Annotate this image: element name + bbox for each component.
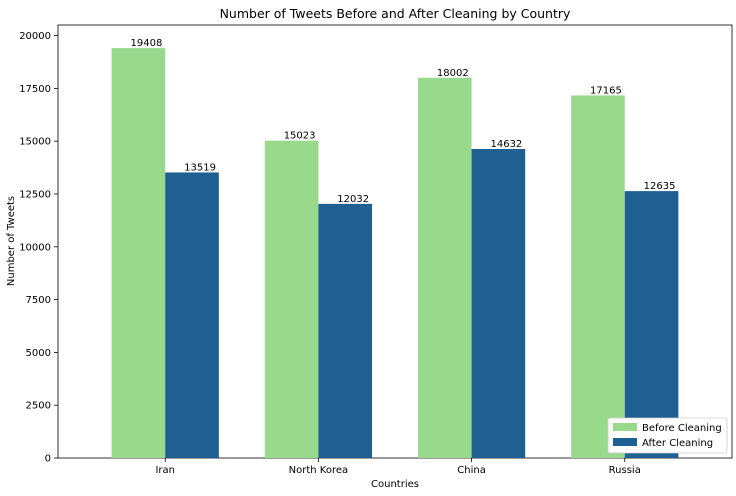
- bar-after-1: [318, 203, 373, 458]
- data-label: 12032: [337, 194, 369, 205]
- legend-label: After Cleaning: [642, 438, 713, 449]
- x-tick-label: China: [457, 465, 486, 476]
- y-tick-label: 15000: [19, 137, 51, 148]
- y-tick-label: 10000: [19, 242, 51, 253]
- y-tick-label: 0: [45, 454, 51, 465]
- data-label: 17165: [590, 85, 622, 96]
- bar-before-0: [111, 48, 166, 458]
- data-label: 14632: [490, 139, 522, 150]
- chart-title: Number of Tweets Before and After Cleani…: [220, 6, 571, 21]
- x-axis-label: Countries: [371, 479, 419, 490]
- data-label: 19408: [131, 38, 163, 49]
- legend: Before Cleaning After Cleaning: [607, 417, 728, 454]
- legend-swatch: [613, 423, 637, 431]
- bar-before-1: [264, 140, 319, 458]
- y-tick-label: 2500: [26, 401, 51, 412]
- data-label: 12635: [644, 181, 676, 192]
- data-label: 18002: [437, 68, 469, 79]
- legend-box: [607, 417, 728, 454]
- bar-before-2: [417, 77, 472, 458]
- y-axis-label: Number of Tweets: [6, 196, 17, 286]
- legend-label: Before Cleaning: [642, 423, 722, 434]
- bar-before-3: [571, 95, 625, 458]
- legend-swatch: [613, 438, 637, 446]
- y-tick-label: 20000: [19, 31, 51, 42]
- y-tick-label: 7500: [26, 295, 51, 306]
- plot-frame: [57, 24, 733, 459]
- y-tick-label: 12500: [19, 189, 51, 200]
- data-label: 13519: [184, 162, 216, 173]
- bar-after-3: [624, 191, 679, 458]
- bar-after-0: [165, 172, 219, 459]
- y-tick-label: 5000: [26, 348, 51, 359]
- data-label: 15023: [284, 131, 316, 142]
- x-tick-label: North Korea: [289, 465, 349, 476]
- x-tick-label: Iran: [155, 465, 175, 476]
- y-tick-label: 17500: [19, 84, 51, 95]
- plot-area: 19408 15023 18002 17165 13519 12032 14632 12635…: [19, 24, 733, 476]
- bar-after-2: [471, 148, 526, 458]
- x-tick-label: Russia: [609, 465, 641, 476]
